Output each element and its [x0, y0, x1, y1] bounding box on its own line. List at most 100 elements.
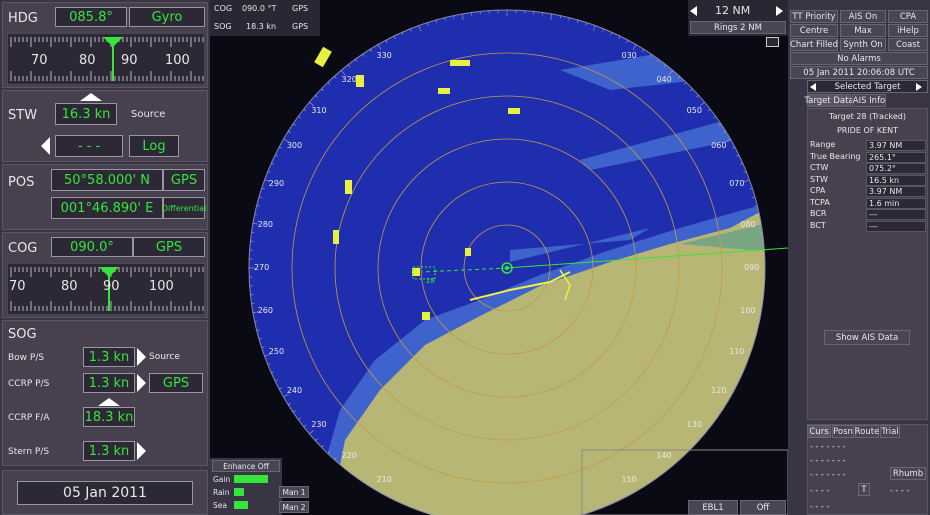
tab-route[interactable]: Route [854, 425, 880, 438]
own-ship-icon[interactable] [501, 262, 513, 274]
curs-line-1: - - - - - - - [810, 442, 846, 451]
heading-scale [7, 33, 205, 85]
bearing-label-300: 300 [286, 140, 303, 150]
curs-t-button[interactable]: T [858, 483, 870, 496]
inset-frame [581, 449, 788, 515]
target-row: BCT --- [807, 220, 928, 232]
mail-icon[interactable] [766, 37, 779, 47]
rhumb-button[interactable]: Rhumb [890, 467, 926, 480]
centre-button[interactable]: Centre [790, 24, 838, 37]
stw-source-button[interactable]: Log [129, 135, 179, 157]
sog-section: SOG Bow P/S 1.3 kn Source CCRP P/S 1.3 k… [2, 320, 208, 466]
radar-display[interactable]: 28 [210, 0, 788, 515]
target-row-key: BCR [810, 209, 827, 218]
target-row: TCPA 1.6 min [807, 197, 928, 209]
target-row-key: STW [810, 174, 828, 184]
curs-line-2: - - - - - - - [810, 456, 846, 465]
longitude-value: 001°46.890' E [51, 197, 163, 219]
target-name: PRIDE OF KENT [836, 126, 899, 135]
bearing-label-110: 110 [729, 346, 745, 356]
chart-filled-button[interactable]: Chart Filled [789, 38, 839, 51]
tab-posn[interactable]: Posn [832, 425, 854, 438]
rings-button[interactable]: Rings 2 NM [690, 21, 786, 34]
sea-bar[interactable] [234, 501, 248, 509]
target-row-value: 3.97 NM [866, 140, 926, 151]
man2-button[interactable]: Man 2 [279, 501, 309, 513]
bearing-label-060: 060 [711, 140, 727, 150]
target-title: Target 28 (Tracked) [829, 112, 906, 121]
cog-section: COG 090.0° GPS 70 80 90 100 [2, 232, 208, 318]
bearing-label-080: 080 [740, 220, 756, 230]
target-row-value: 265.1° [866, 151, 926, 163]
heading-section: HDG 085.8° Gyro 70 80 90 100 [2, 2, 208, 88]
bearing-label-120: 120 [711, 385, 727, 395]
cog-scale-70: 70 [9, 279, 26, 294]
top-sog-source: GPS [292, 22, 309, 31]
pos-label: POS [8, 175, 35, 190]
bow-arrow[interactable] [137, 348, 146, 366]
gain-bar[interactable] [234, 475, 268, 483]
tab-ais-info[interactable]: AIS Info [852, 94, 886, 107]
enhance-panel: Enhance Off Gain Rain Sea [210, 458, 282, 515]
tab-trial[interactable]: Trial [880, 425, 900, 438]
cpa-button[interactable]: CPA [888, 10, 928, 23]
sog-source-button[interactable]: GPS [149, 373, 203, 393]
green-shore [680, 218, 765, 250]
heading-source[interactable]: Gyro [129, 7, 205, 27]
bearing-label-250: 250 [268, 346, 285, 356]
ccrp-ps-arrow[interactable] [137, 374, 146, 392]
target-row-key: True Bearing [810, 151, 861, 161]
latitude-source[interactable]: GPS [163, 169, 205, 191]
top-sog-value: 18.3 kn [246, 22, 277, 31]
enhance-button[interactable]: Enhance Off [212, 460, 280, 472]
ccrp-fa-up-arrow[interactable] [98, 398, 120, 406]
man1-button[interactable]: Man 1 [279, 486, 309, 498]
curs-line-3: - - - - - - - [810, 470, 846, 479]
cog-source[interactable]: GPS [133, 237, 205, 257]
shallow-bank-mid [510, 228, 650, 262]
tab-curs[interactable]: Curs [807, 425, 831, 438]
curs-line-4: - - - - [810, 486, 830, 495]
bearing-label-270: 270 [254, 263, 270, 272]
left-panel: HDG 085.8° Gyro 70 80 90 100 STW 16.3 kn… [0, 0, 210, 515]
synth-on-button[interactable]: Synth On [840, 38, 886, 51]
heading-value: 085.8° [55, 7, 127, 27]
target-row-value: --- [866, 220, 926, 232]
ebl1-button[interactable]: EBL1 [688, 500, 738, 515]
longitude-source[interactable]: Differential [162, 197, 206, 219]
show-ais-data-button[interactable]: Show AIS Data [824, 330, 910, 345]
stern-arrow[interactable] [137, 442, 146, 460]
date-section: 05 Jan 2011 [2, 470, 208, 515]
own-ship-centre [505, 266, 509, 270]
target-28-box[interactable] [412, 266, 436, 280]
stw-up-arrow[interactable] [80, 93, 102, 101]
ccrp-fa-value: 18.3 kn [83, 407, 135, 427]
stw-dashes: - - - [55, 135, 123, 157]
target-row: BCR --- [807, 209, 928, 220]
ihelp-button[interactable]: iHelp [888, 24, 928, 37]
range-decrease-button[interactable] [690, 6, 697, 16]
target-row-key: CPA [810, 186, 826, 195]
rain-bar[interactable] [234, 488, 244, 496]
top-cog-value: 090.0 °T [242, 4, 277, 13]
tab-target-data[interactable]: Target Data [804, 94, 854, 107]
cog-scale-90: 90 [103, 279, 120, 294]
max-button[interactable]: Max [840, 24, 886, 37]
radar-targets[interactable] [314, 46, 520, 320]
bearing-label-230: 230 [311, 420, 327, 430]
hdg-scale-100: 100 [165, 53, 190, 68]
tt-priority-button[interactable]: TT Priority [790, 10, 838, 23]
curs-line-6: - - - - [810, 502, 830, 511]
ais-on-button[interactable]: AIS On [840, 10, 886, 23]
ebl-off-button[interactable]: Off [740, 500, 786, 515]
stw-left-arrow[interactable] [41, 137, 50, 155]
sog-source-label: Source [149, 352, 180, 362]
target-28[interactable] [412, 268, 420, 276]
prev-target-button[interactable] [810, 83, 816, 91]
bearing-label-220: 220 [341, 450, 357, 460]
no-alarms-button[interactable]: No Alarms [790, 52, 928, 65]
next-target-button[interactable] [916, 83, 922, 91]
coast-button[interactable]: Coast [888, 38, 928, 51]
range-increase-button[interactable] [776, 6, 783, 16]
stw-section: STW 16.3 kn Source - - - Log [2, 90, 208, 162]
